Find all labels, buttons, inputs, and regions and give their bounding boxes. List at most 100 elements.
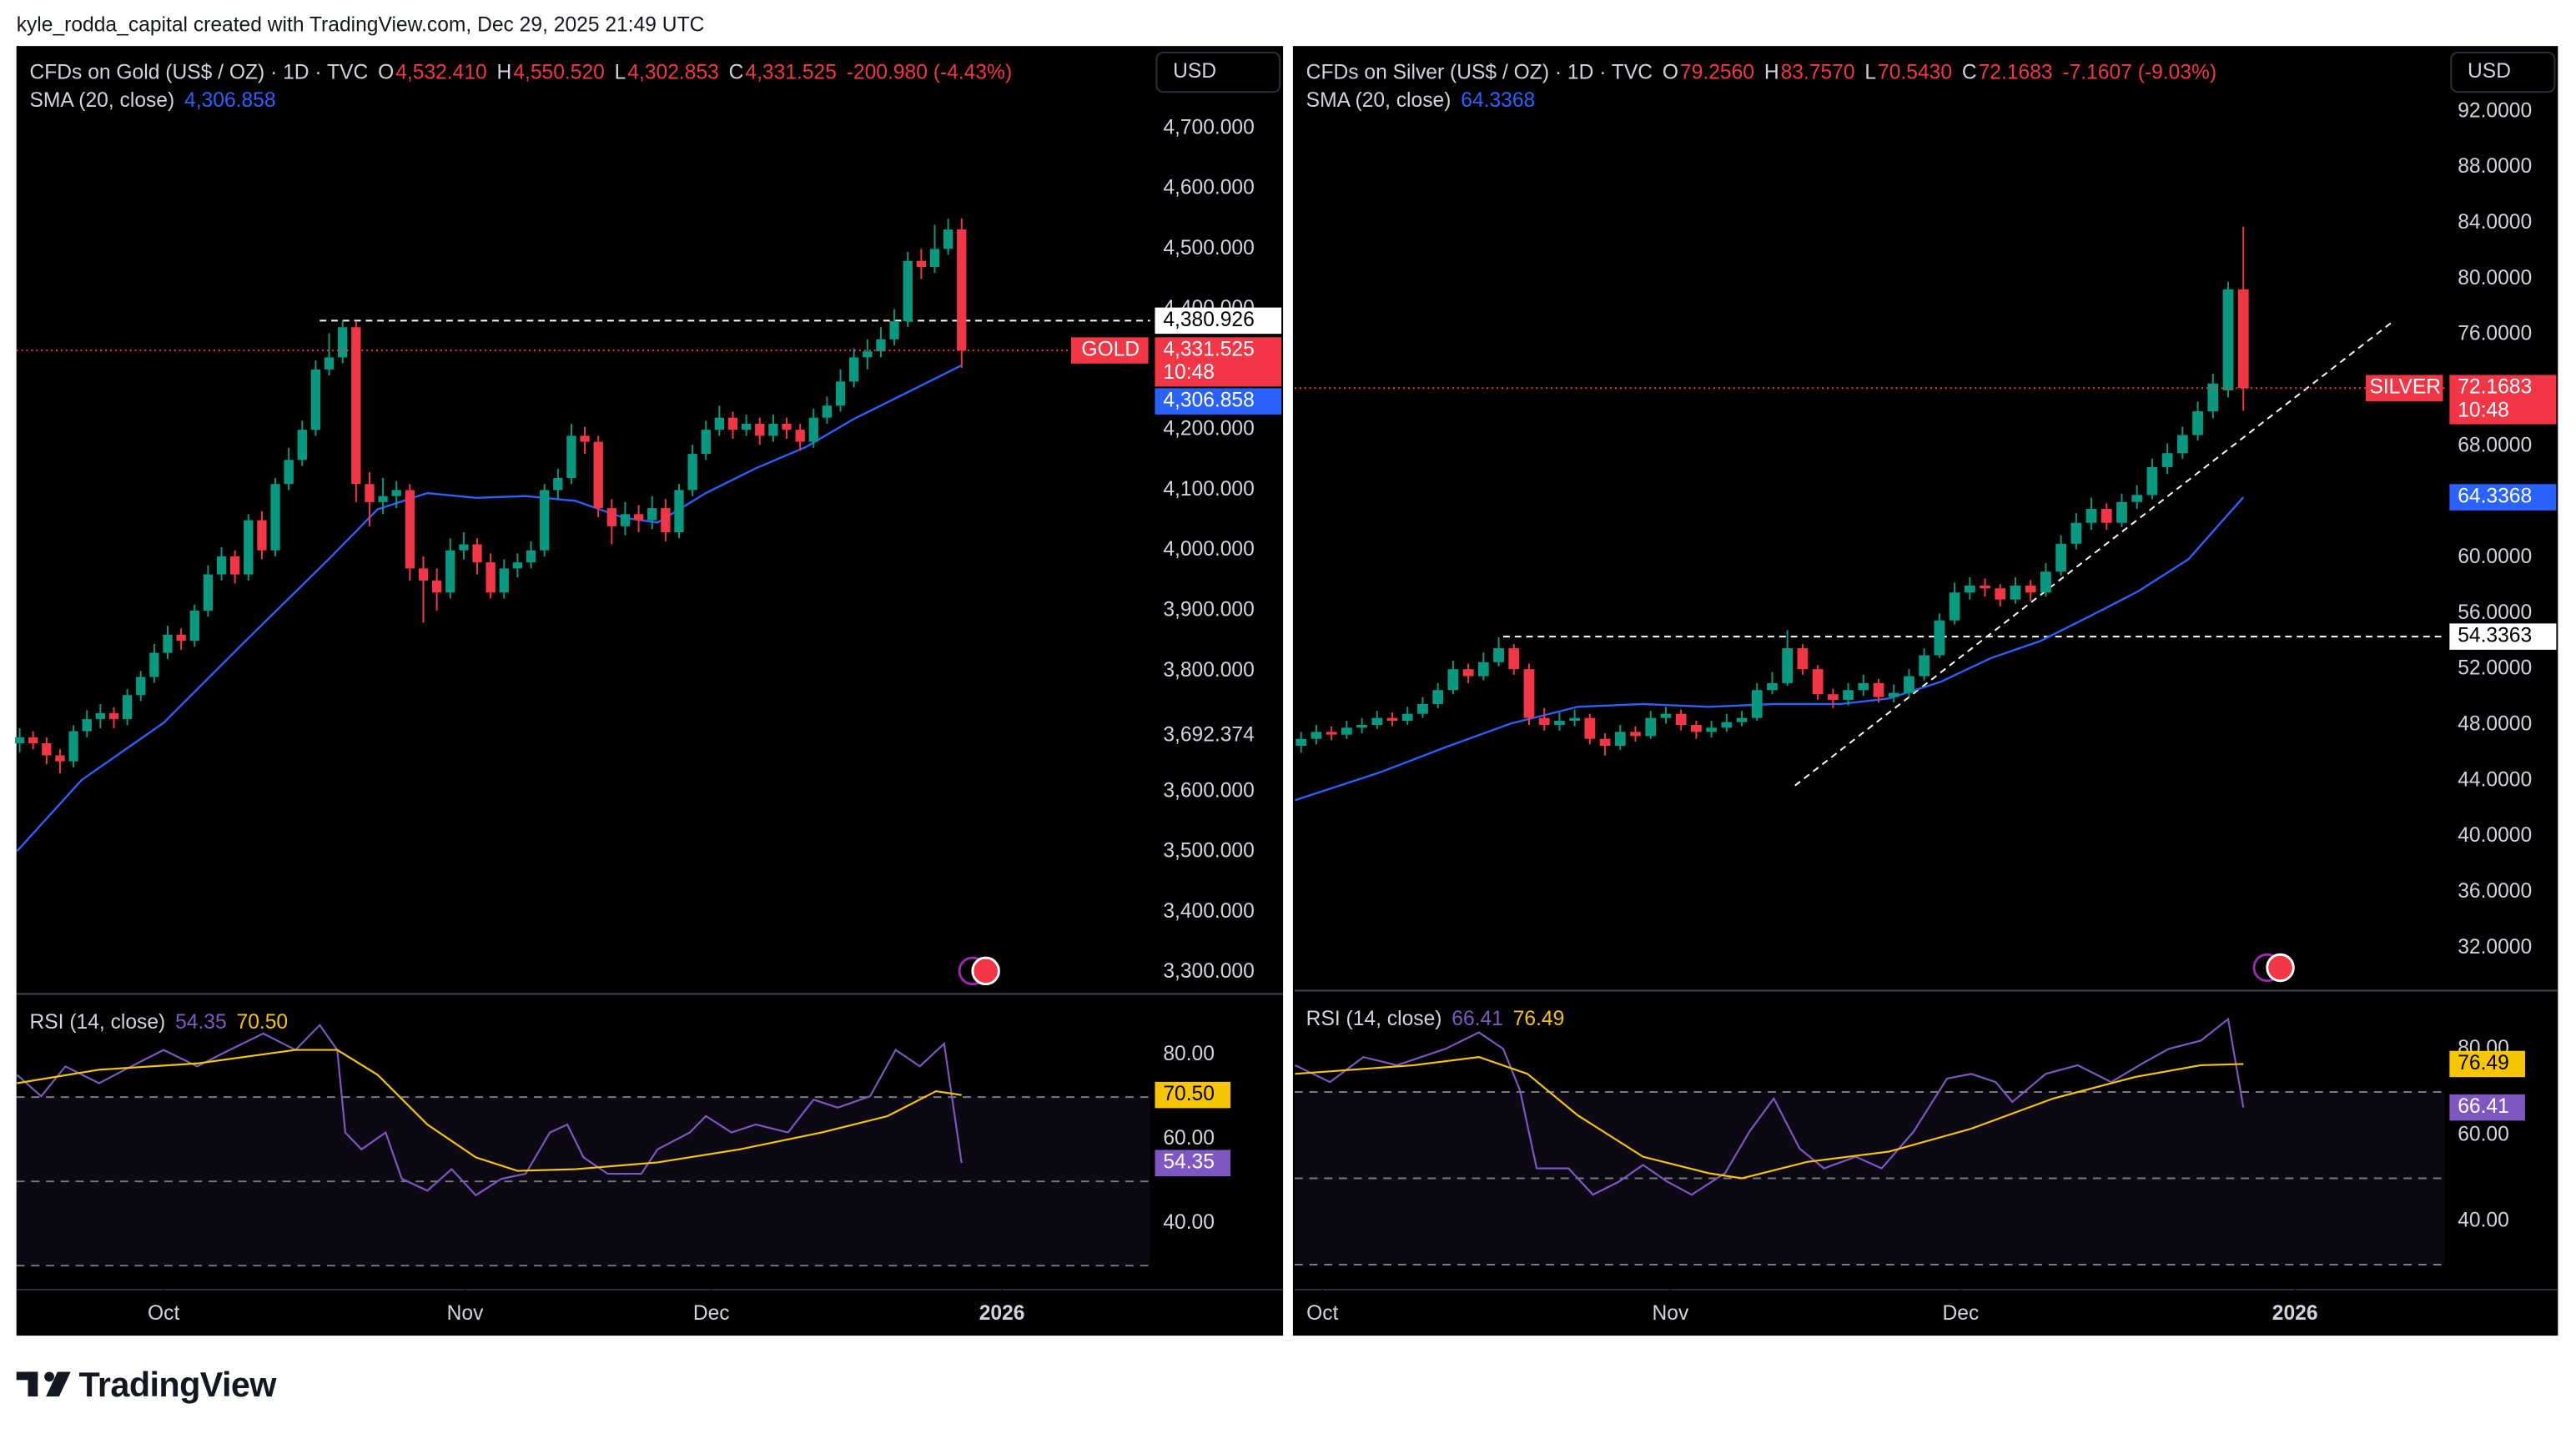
- candle-body: [2237, 289, 2249, 389]
- currency-button[interactable]: USD: [1155, 52, 1281, 93]
- sma-value: 64.3368: [1461, 88, 1536, 112]
- candle-body: [768, 423, 778, 436]
- rsi-tick-label: 60.00: [1163, 1127, 1215, 1150]
- rsi-badge-label: 66.41: [2458, 1095, 2509, 1118]
- candle-body: [1630, 732, 1641, 737]
- candle-body: [1675, 713, 1687, 725]
- y-tick-label: 3,600.000: [1163, 779, 1254, 802]
- y-tick-label: 4,100.000: [1163, 478, 1254, 501]
- candle-body: [1995, 588, 2006, 600]
- x-tick-label: Oct: [1306, 1302, 1338, 1325]
- rsi-tick-label: 60.00: [2458, 1123, 2509, 1145]
- candle-body: [365, 484, 375, 502]
- brand: TradingView: [78, 1366, 277, 1405]
- candle-body: [499, 568, 509, 593]
- candle-body: [903, 260, 913, 322]
- ohlc-key: L: [1864, 60, 1877, 84]
- ohlc-key: O: [1662, 60, 1679, 84]
- ohlc-item: L 4,302.853: [615, 61, 719, 84]
- brand-logo: [16, 1371, 71, 1396]
- candle-body: [633, 514, 644, 521]
- candle-body: [391, 490, 401, 496]
- currency-button[interactable]: USD: [2450, 52, 2556, 93]
- candle-body: [1691, 724, 1702, 732]
- candle-body: [606, 508, 616, 526]
- candle-body: [230, 556, 240, 575]
- candle-body: [1767, 682, 1778, 691]
- ohlc-value: 70.5430: [1878, 60, 1953, 84]
- candle-body: [876, 339, 886, 352]
- y-tick-label: 4,700.000: [1163, 116, 1254, 138]
- silver-panel: [1292, 46, 2558, 1336]
- y-tick-label: 3,300.000: [1163, 960, 1254, 983]
- y-tick-label: 48.0000: [2458, 712, 2532, 735]
- currency-button-label[interactable]: USD: [1173, 60, 1216, 83]
- candle-body: [1812, 669, 1824, 695]
- sma-line: [1295, 496, 2245, 802]
- sma-badge: [1155, 388, 1282, 415]
- legend-sma: SMA (20, close) 64.3368: [1306, 88, 1536, 112]
- currency-button-label[interactable]: USD: [2468, 60, 2511, 83]
- y-tick-label: 40.0000: [2458, 824, 2532, 847]
- candle-body: [122, 695, 133, 720]
- candle-body: [1341, 727, 1352, 735]
- sma-label: SMA (20, close): [29, 88, 175, 112]
- rsi-badge: [2449, 1094, 2525, 1121]
- currency-button-box[interactable]: [1155, 52, 1281, 93]
- candle-body: [1311, 732, 1322, 739]
- candle-body: [1614, 732, 1626, 747]
- legend-sma: SMA (20, close) 4,306.858: [29, 88, 275, 112]
- rsi-line: [17, 1049, 962, 1172]
- candle-body: [338, 327, 348, 358]
- candle-body: [163, 634, 173, 653]
- change: -200.980 (-4.43%): [846, 60, 1013, 84]
- candle-body: [687, 454, 697, 491]
- rsi-line: [1295, 1056, 2244, 1180]
- candle-body: [620, 514, 631, 526]
- candle-body: [1980, 585, 1990, 589]
- ohlc-key: C: [728, 60, 744, 84]
- sma-label: SMA (20, close): [1306, 88, 1452, 112]
- candle-body: [714, 417, 725, 430]
- candle-body: [553, 477, 563, 491]
- rsi-badge-label: 70.50: [1163, 1083, 1215, 1105]
- y-tick-label: 44.0000: [2458, 768, 2532, 791]
- sma-value: 4,306.858: [184, 88, 276, 112]
- price-badge-countdown: 10:48: [1163, 361, 1215, 384]
- candle-body: [297, 430, 307, 460]
- rsi-tick-label: 40.00: [1163, 1211, 1215, 1234]
- legend-main: CFDs on Gold (US$ / OZ) · 1D · TVC O 4,532…: [29, 61, 1012, 84]
- candle-body: [795, 430, 805, 442]
- y-tick-label: 4,200.000: [1163, 418, 1254, 440]
- candle-body: [1417, 703, 1428, 714]
- candle-body: [459, 544, 469, 551]
- level-badge-label: 54.3363: [2458, 625, 2532, 647]
- y-tick-label: 4,600.000: [1163, 177, 1254, 199]
- currency-button-box[interactable]: [2450, 52, 2556, 93]
- candle-body: [2146, 466, 2158, 496]
- y-tick-label: 36.0000: [2458, 880, 2532, 903]
- level-badge-label: 4,380.926: [1163, 309, 1254, 331]
- rsi-line: [16, 1024, 963, 1197]
- ohlc-key: L: [614, 60, 626, 84]
- candle-body: [203, 574, 214, 611]
- candle-body: [1326, 732, 1337, 735]
- symbol-tag-label: SILVER: [2369, 376, 2441, 399]
- y-tick-label: 52.0000: [2458, 657, 2532, 680]
- candle-body: [1538, 717, 1550, 725]
- candle-body: [929, 249, 940, 268]
- rsi-value: 54.35: [175, 1010, 227, 1034]
- candle-body: [55, 755, 65, 762]
- candle-body: [176, 634, 186, 642]
- candle-body: [14, 737, 25, 744]
- sma-badge: [2449, 484, 2557, 511]
- candle-body: [566, 435, 576, 478]
- y-tick-label: 56.0000: [2458, 601, 2532, 624]
- legend-rsi: RSI (14, close) 66.41 76.49: [1306, 1007, 1565, 1030]
- ohlc-value: 83.7570: [1780, 60, 1855, 84]
- y-tick-label: 3,900.000: [1163, 598, 1254, 621]
- candle-body: [1949, 592, 1960, 621]
- y-tick-label: 80.0000: [2458, 267, 2532, 289]
- x-tick-label: Nov: [1653, 1302, 1689, 1325]
